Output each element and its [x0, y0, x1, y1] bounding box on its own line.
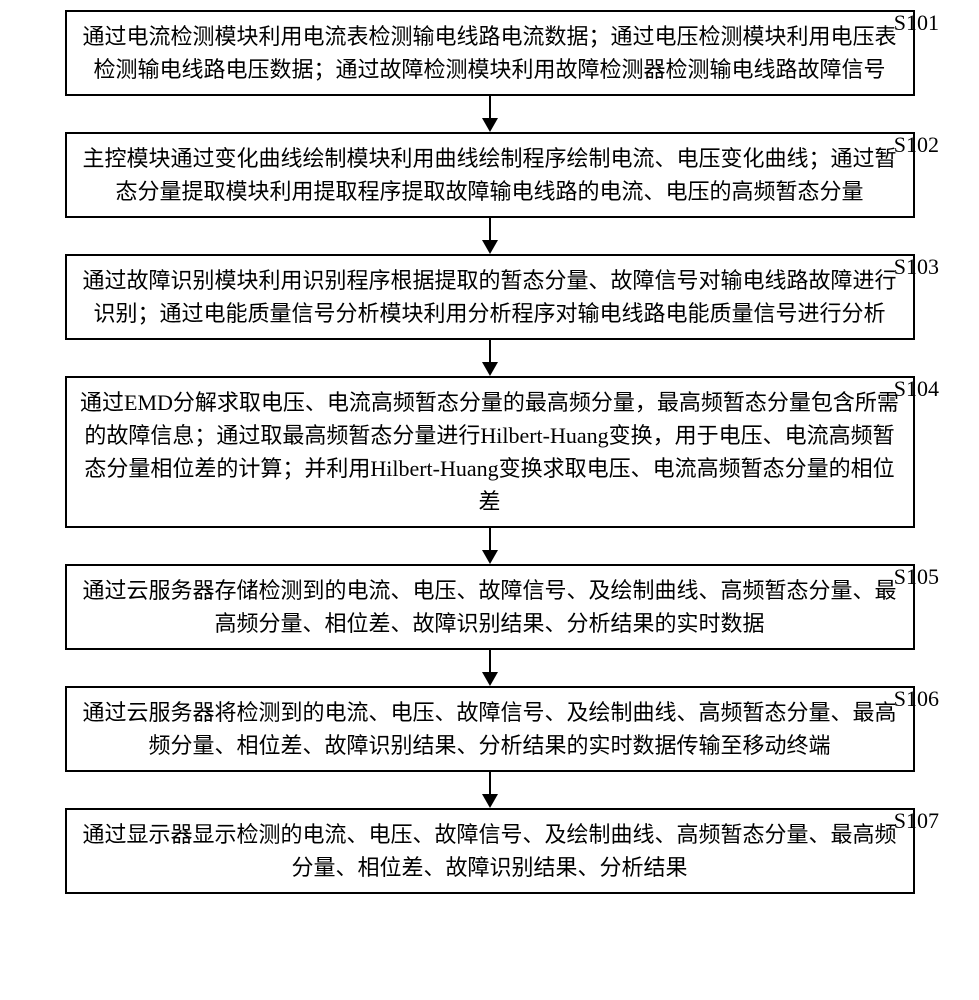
- step-label-3: S103: [894, 254, 939, 280]
- step-box-6: 通过云服务器将检测到的电流、电压、故障信号、及绘制曲线、高频暂态分量、最高频分量…: [65, 686, 915, 772]
- arrow-head: [482, 794, 498, 808]
- step-label-6: S106: [894, 686, 939, 712]
- arrow-line: [489, 772, 491, 794]
- arrow-4: [482, 528, 498, 564]
- step-box-3: 通过故障识别模块利用识别程序根据提取的暂态分量、故障信号对输电线路故障进行识别；…: [65, 254, 915, 340]
- arrow-line: [489, 218, 491, 240]
- arrow-3: [482, 340, 498, 376]
- arrow-1: [482, 96, 498, 132]
- step-text-2: 主控模块通过变化曲线绘制模块利用曲线绘制程序绘制电流、电压变化曲线；通过暂态分量…: [82, 146, 896, 204]
- arrow-line: [489, 96, 491, 118]
- step-box-4: 通过EMD分解求取电压、电流高频暂态分量的最高频分量，最高频暂态分量包含所需的故…: [65, 376, 915, 528]
- step-text-4: 通过EMD分解求取电压、电流高频暂态分量的最高频分量，最高频暂态分量包含所需的故…: [80, 390, 899, 514]
- arrow-2: [482, 218, 498, 254]
- step-label-7: S107: [894, 808, 939, 834]
- step-text-1: 通过电流检测模块利用电流表检测输电线路电流数据；通过电压检测模块利用电压表检测输…: [82, 24, 896, 82]
- step-label-1: S101: [894, 10, 939, 36]
- step-box-2: 主控模块通过变化曲线绘制模块利用曲线绘制程序绘制电流、电压变化曲线；通过暂态分量…: [65, 132, 915, 218]
- arrow-head: [482, 672, 498, 686]
- step-label-2: S102: [894, 132, 939, 158]
- step-box-1: 通过电流检测模块利用电流表检测输电线路电流数据；通过电压检测模块利用电压表检测输…: [65, 10, 915, 96]
- step-text-3: 通过故障识别模块利用识别程序根据提取的暂态分量、故障信号对输电线路故障进行识别；…: [82, 268, 896, 326]
- step-wrapper-6: 通过云服务器将检测到的电流、电压、故障信号、及绘制曲线、高频暂态分量、最高频分量…: [20, 686, 959, 772]
- arrow-head: [482, 240, 498, 254]
- step-text-6: 通过云服务器将检测到的电流、电压、故障信号、及绘制曲线、高频暂态分量、最高频分量…: [82, 700, 896, 758]
- arrow-line: [489, 340, 491, 362]
- arrow-line: [489, 528, 491, 550]
- step-box-7: 通过显示器显示检测的电流、电压、故障信号、及绘制曲线、高频暂态分量、最高频分量、…: [65, 808, 915, 894]
- arrow-5: [482, 650, 498, 686]
- step-text-7: 通过显示器显示检测的电流、电压、故障信号、及绘制曲线、高频暂态分量、最高频分量、…: [82, 822, 896, 880]
- step-wrapper-2: 主控模块通过变化曲线绘制模块利用曲线绘制程序绘制电流、电压变化曲线；通过暂态分量…: [20, 132, 959, 218]
- arrow-head: [482, 118, 498, 132]
- step-wrapper-7: 通过显示器显示检测的电流、电压、故障信号、及绘制曲线、高频暂态分量、最高频分量、…: [20, 808, 959, 894]
- step-text-5: 通过云服务器存储检测到的电流、电压、故障信号、及绘制曲线、高频暂态分量、最高频分…: [82, 578, 896, 636]
- arrow-head: [482, 550, 498, 564]
- step-wrapper-4: 通过EMD分解求取电压、电流高频暂态分量的最高频分量，最高频暂态分量包含所需的故…: [20, 376, 959, 528]
- step-box-5: 通过云服务器存储检测到的电流、电压、故障信号、及绘制曲线、高频暂态分量、最高频分…: [65, 564, 915, 650]
- step-label-4: S104: [894, 376, 939, 402]
- step-wrapper-5: 通过云服务器存储检测到的电流、电压、故障信号、及绘制曲线、高频暂态分量、最高频分…: [20, 564, 959, 650]
- arrow-head: [482, 362, 498, 376]
- step-wrapper-1: 通过电流检测模块利用电流表检测输电线路电流数据；通过电压检测模块利用电压表检测输…: [20, 10, 959, 96]
- arrow-6: [482, 772, 498, 808]
- arrow-line: [489, 650, 491, 672]
- flowchart-container: 通过电流检测模块利用电流表检测输电线路电流数据；通过电压检测模块利用电压表检测输…: [0, 0, 979, 904]
- step-label-5: S105: [894, 564, 939, 590]
- step-wrapper-3: 通过故障识别模块利用识别程序根据提取的暂态分量、故障信号对输电线路故障进行识别；…: [20, 254, 959, 340]
